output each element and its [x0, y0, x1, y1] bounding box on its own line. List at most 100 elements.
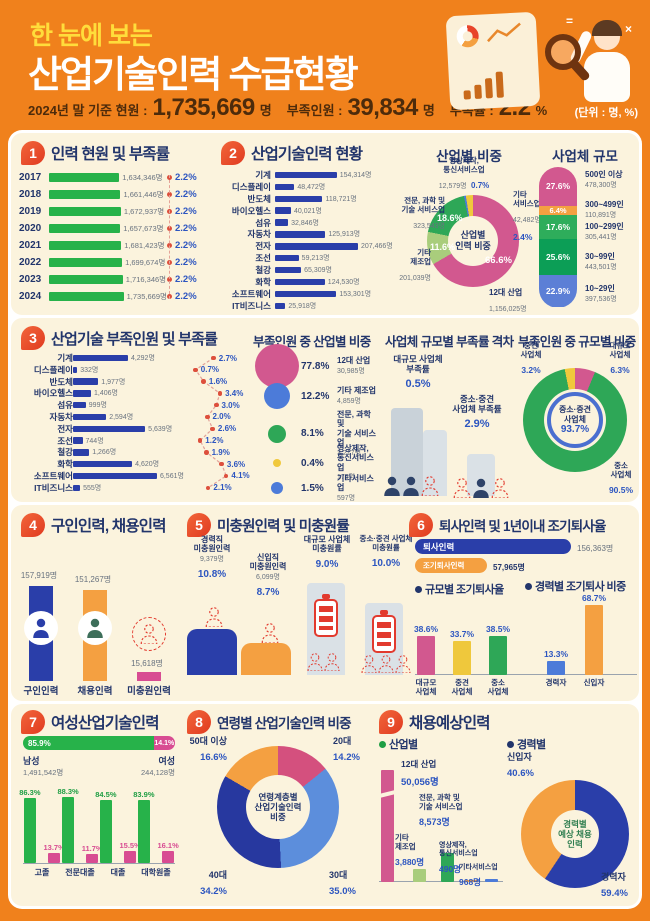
slice-label: 신입자 40.6%: [507, 752, 534, 779]
rate-dot: [201, 379, 206, 384]
industry-bar: [275, 243, 358, 250]
headcount-bar: [49, 173, 120, 182]
year-label: 2021: [19, 240, 42, 251]
rate-value: 2.7%: [218, 353, 238, 363]
shortage-row: 철강 1,266명 1.9%: [17, 446, 249, 458]
male-segment: 85.9%: [23, 736, 154, 750]
chart-scroll-illustration: [445, 11, 541, 111]
bubble-label: 전문, 과학 및 기술 서비스업 3,217명: [337, 410, 377, 457]
industry-label: IT비즈니스: [232, 300, 271, 311]
subchart-title: 산업별: [379, 736, 418, 752]
person-icon: [473, 478, 489, 498]
bubble-row: 12.2% 기타 제조업 4,859명: [253, 382, 377, 410]
size-segment: 17.6%: [539, 214, 577, 240]
female-pct: 16.1%: [157, 840, 179, 850]
workers-group: [383, 476, 439, 496]
male-pct: 83.9%: [133, 790, 155, 800]
industry-label: 자동차: [247, 229, 271, 240]
slice-label: 40대 34.2%: [200, 870, 227, 897]
rate-dot: [217, 391, 223, 396]
shortage-row: 바이오헬스 1,406명 3.4%: [17, 387, 249, 399]
panel-headcount: 1 인력 현원 및 부족률 2017 1,634,346명 2.2% 2018 …: [11, 133, 639, 315]
slice-label: 중소 사업체 90.5%: [608, 461, 634, 495]
bar-unit: 13.3%: [539, 649, 573, 675]
bubble: [273, 459, 281, 468]
headcount-value: 1,657,673명: [123, 224, 164, 233]
other-mfg-bar: [413, 868, 426, 882]
section-number-badge: 1: [21, 141, 45, 165]
slice-label: 전문, 과학 및 기술 서비스업 323,543명: [401, 196, 445, 230]
industry-label: 디스플레이: [33, 364, 73, 375]
shortage-bar: [73, 437, 83, 444]
size-label: 30~99인 443,501명: [585, 252, 617, 271]
shortage-bar: [73, 413, 107, 421]
shortage-rate: 2.2%: [175, 206, 197, 217]
size-segment: 25.6%: [539, 239, 577, 276]
industry-label: 철강: [255, 265, 271, 276]
shortage-by-industry-chart: 기계 4,292명 2.7% 디스플레이 332명 0.7% 반도체 1,977…: [17, 352, 250, 494]
rate-dot: [204, 450, 209, 455]
magnifier-icon: [545, 34, 581, 70]
headcount-value: 1,661,446명: [123, 190, 164, 199]
shortage-size-share-donut: 중소·중견 사업체 93.7% 중견 사업체 3.2% 대규모 사업체 6.3% 중…: [513, 341, 641, 500]
shortage-rate: 2.2%: [175, 291, 197, 302]
size-label: 100~299인 305,441명: [585, 222, 624, 241]
missing-person-icon: [261, 623, 279, 643]
male-bar: [137, 800, 150, 863]
year-row: 2023 1,716,346명 2.2%: [19, 271, 213, 288]
industry-label: 기계: [57, 353, 73, 363]
person-illustration: [569, 14, 640, 118]
shortage-bar: [73, 390, 91, 397]
bar-label: 구인인력: [23, 686, 59, 697]
size-label: 10~29인 397,536명: [585, 284, 617, 303]
large-unfilled-rate: 대규모 사업체 미충원률 9.0%: [303, 535, 351, 570]
shortage-value: 1,406명: [93, 390, 118, 398]
rate-value: 0.7%: [200, 365, 220, 375]
bubble-label: 영상제작, 통신서비스업 175명: [337, 444, 374, 482]
education-group: 84.5% 15.5% 대졸: [95, 786, 141, 878]
rate-value: 1.2%: [205, 436, 224, 446]
slice-label: 20대 14.2%: [333, 736, 360, 763]
shortage-bar: [73, 484, 81, 492]
shortage-rate: 2.2%: [175, 274, 197, 285]
industry-value: 32,846명: [291, 219, 319, 227]
missing-person-icon: [361, 655, 377, 673]
workers-group: [307, 653, 340, 671]
baseline: [415, 674, 637, 675]
missing-person-icon: [453, 478, 471, 498]
section-6-header: 6 퇴사인력 및 1년이내 조기퇴사율: [409, 513, 606, 537]
shortage-row: 전자 5,639명 2.6%: [17, 423, 249, 435]
female-pct: 11.7%: [81, 844, 103, 854]
industry-value: 40,021명: [294, 207, 322, 215]
rate-value: 4.1%: [231, 471, 250, 481]
industry-bar: [275, 278, 325, 286]
headcount-value: 1,672,937명: [123, 207, 165, 216]
stat-unit: 명: [259, 103, 272, 118]
industry-label: 바이오헬스: [33, 388, 73, 399]
shortage-value: 4,292명: [130, 355, 155, 362]
year-row: 2022 1,699,674명 2.2%: [19, 254, 213, 271]
size-label: 500인 이상 478,300명: [585, 170, 623, 189]
year-label: 2019: [19, 206, 42, 217]
section-title: 구인인력, 채용인력: [51, 518, 167, 535]
industry-row: 섬유 32,846명: [217, 217, 397, 229]
industry-row: 조선 59,213명: [217, 252, 397, 264]
bar-label: 중소 사업체: [487, 678, 509, 697]
mini-bars-icon: [463, 71, 504, 100]
job-openings-chart: 157,919명 151,267명 15,618명 구인인력 채용인력 미충원인…: [21, 541, 179, 697]
rate-dot: [210, 426, 215, 432]
headcount-value: 1,634,346명: [122, 173, 163, 182]
bar-callout: 12대 산업 50,056명: [401, 759, 439, 788]
missing-person-icon: [324, 653, 340, 671]
industry-bar: [275, 266, 302, 274]
shortage-value: 999명: [88, 402, 107, 410]
subchart-title: 경력별: [507, 736, 546, 752]
bar-value: 157,919명: [20, 571, 58, 580]
donut-center: 연령계층별 산업기술인력 비중: [246, 775, 310, 839]
industry-row: 소프트웨어 153,301명: [217, 288, 397, 300]
shortage-bar: [73, 449, 90, 456]
education-label: 고졸: [34, 868, 50, 877]
gender-by-education-chart: 86.3% 13.7% 고졸 88.3% 11.7% 전문대졸: [19, 786, 179, 878]
section-title: 산업기술인력 현황: [251, 146, 363, 163]
year-row: 2021 1,681,423명 2.2%: [19, 237, 213, 254]
